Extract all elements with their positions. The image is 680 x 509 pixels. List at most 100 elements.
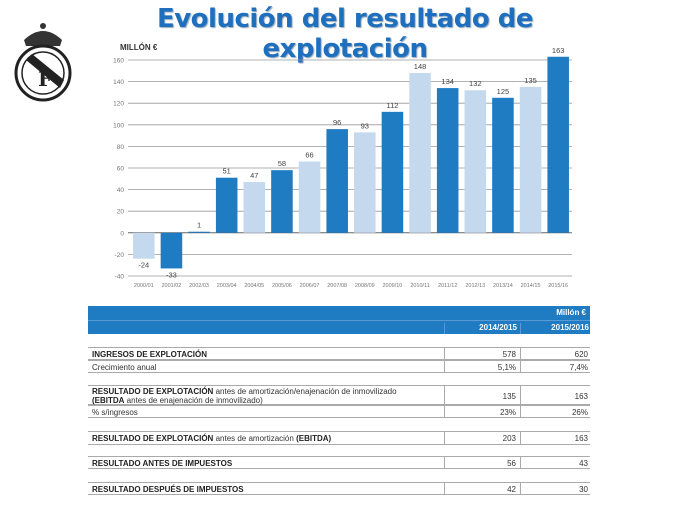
- bar: [160, 232, 183, 269]
- data-label: 58: [278, 159, 286, 168]
- row-label: Crecimiento anual: [92, 363, 156, 372]
- data-label: -33: [166, 270, 177, 279]
- data-label: 96: [333, 118, 341, 127]
- row-label-text: % s/ingresos: [92, 408, 138, 417]
- data-label: 93: [361, 121, 369, 130]
- x-tick-label: 2003/04: [217, 283, 237, 289]
- data-label: 132: [469, 79, 482, 88]
- y-tick-label: 40: [117, 187, 125, 194]
- y-tick-label: 20: [117, 209, 125, 216]
- real-madrid-crest-icon: F: [14, 23, 72, 102]
- value-2014-2015: 5,1%: [444, 361, 520, 372]
- y-tick-label: 0: [120, 230, 124, 237]
- row-label-bold: RESULTADO ANTES DE IMPUESTOS: [92, 459, 233, 468]
- x-tick-label: 2011/12: [438, 283, 457, 289]
- bar: [354, 132, 376, 233]
- y-tick-label: 140: [113, 79, 124, 86]
- bar: [381, 111, 404, 233]
- data-label: 125: [497, 87, 510, 96]
- x-tick-label: 2004/05: [244, 283, 264, 289]
- table-row: RESULTADO DE EXPLOTACIÓN antes de amorti…: [88, 385, 590, 405]
- row-label-bold: RESULTADO DE EXPLOTACIÓN: [92, 387, 214, 396]
- value-2014-2015: 203: [444, 432, 520, 444]
- row-label: INGRESOS DE EXPLOTACIÓN: [92, 350, 207, 359]
- value-2015-2016: 163: [520, 432, 590, 444]
- row-label: RESULTADO DE EXPLOTACIÓN antes de amorti…: [92, 387, 397, 405]
- bar: [298, 161, 321, 233]
- bar: [215, 177, 238, 233]
- data-label: 163: [552, 46, 565, 55]
- table-row: RESULTADO DE EXPLOTACIÓN antes de amorti…: [88, 431, 590, 445]
- data-label: -24: [138, 261, 149, 270]
- row-label-bold: INGRESOS DE EXPLOTACIÓN: [92, 350, 207, 359]
- row-label-text: antes de amortización: [213, 434, 297, 443]
- row-label-bold: (EBITDA: [92, 396, 125, 405]
- y-tick-label: -20: [115, 252, 125, 259]
- row-label: RESULTADO DESPUÉS DE IMPUESTOS: [92, 485, 244, 494]
- row-label-text: antes de amortización/enajenación de inm…: [213, 387, 397, 396]
- page-title: Evolución del resultado de explotación: [156, 4, 534, 64]
- table-row: % s/ingresos 23% 26%: [88, 405, 590, 418]
- y-tick-label: 100: [113, 122, 124, 129]
- column-header: 2014/2015: [444, 323, 517, 334]
- value-2015-2016: 7,4%: [520, 361, 590, 372]
- table-row: RESULTADO ANTES DE IMPUESTOS 56 43: [88, 456, 590, 469]
- y-tick-label: 60: [117, 166, 125, 173]
- table-column-header: 2014/2015 2015/2016: [88, 320, 590, 334]
- x-tick-label: 2014/15: [521, 283, 541, 289]
- bar-chart: MILLÓN € -40 -20 0 20 40 60 80 100 120 140 160 -24 20…: [113, 43, 572, 289]
- x-tick-label: 2013/14: [493, 283, 513, 289]
- bar: [326, 129, 348, 233]
- value-2015-2016: 43: [520, 457, 590, 468]
- data-label: 112: [386, 101, 398, 110]
- x-tick-label: 2005/06: [272, 283, 292, 289]
- data-label: 1: [197, 221, 201, 230]
- value-2014-2015: 135: [444, 386, 520, 404]
- bar: [464, 90, 487, 233]
- x-tick-label: 2010/11: [410, 283, 429, 289]
- row-label-text: Crecimiento anual: [92, 363, 157, 372]
- table-row: INGRESOS DE EXPLOTACIÓN 578 620: [88, 347, 590, 360]
- value-2015-2016: 163: [520, 386, 590, 404]
- data-label: 66: [305, 151, 313, 160]
- row-label-bold: RESULTADO DE EXPLOTACIÓN: [92, 434, 214, 443]
- y-tick-label: 160: [113, 58, 124, 65]
- data-label: 51: [223, 167, 231, 176]
- bar: [519, 87, 542, 233]
- data-label: 135: [524, 76, 537, 85]
- y-unit-label: MILLÓN €: [120, 43, 158, 52]
- x-tick-label: 2002/03: [189, 283, 209, 289]
- table-unit-header: Millón €: [88, 306, 590, 320]
- svg-text:F: F: [38, 67, 52, 91]
- value-2015-2016: 620: [520, 348, 590, 359]
- x-tick-label: 2007/08: [327, 283, 347, 289]
- table-row: Crecimiento anual 5,1% 7,4%: [88, 360, 590, 373]
- data-label: 148: [414, 62, 427, 71]
- x-tick-label: 2006/07: [300, 283, 320, 289]
- x-tick-label: 2008/09: [355, 283, 375, 289]
- x-tick-label: 2001/02: [161, 283, 181, 289]
- row-label-bold: RESULTADO DESPUÉS DE IMPUESTOS: [92, 485, 244, 494]
- x-tick-label: 2000/01: [134, 283, 154, 289]
- value-2014-2015: 56: [444, 457, 520, 468]
- bar: [188, 231, 210, 233]
- row-label-bold: (EBITDA): [296, 434, 332, 443]
- x-tick-label: 2012/13: [465, 283, 485, 289]
- bar: [243, 182, 266, 233]
- column-header: 2015/2016: [520, 323, 589, 334]
- row-label: RESULTADO DE EXPLOTACIÓN antes de amorti…: [92, 434, 331, 443]
- bar: [547, 56, 569, 233]
- value-2015-2016: 30: [520, 483, 590, 494]
- row-label-text: antes de enajenación de inmovilizado): [124, 396, 263, 405]
- bar: [409, 72, 431, 233]
- x-tick-label: 2015/16: [548, 283, 568, 289]
- value-2015-2016: 26%: [520, 406, 590, 417]
- y-tick-label: -40: [115, 274, 125, 281]
- y-tick-label: 80: [117, 144, 125, 151]
- bar: [133, 232, 155, 259]
- row-label: RESULTADO ANTES DE IMPUESTOS: [92, 459, 232, 468]
- value-2014-2015: 578: [444, 348, 520, 359]
- value-2014-2015: 42: [444, 483, 520, 494]
- value-2014-2015: 23%: [444, 406, 520, 417]
- data-label: 134: [441, 77, 454, 86]
